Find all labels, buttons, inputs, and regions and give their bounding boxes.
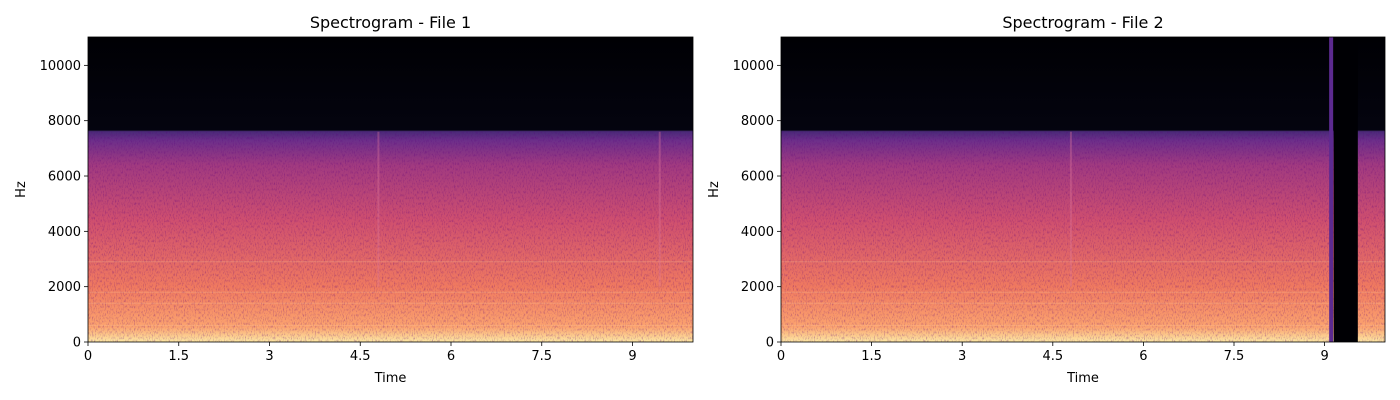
axes-frame (87, 36, 694, 343)
x-tick-label: 9 (628, 349, 636, 364)
y-tick-label: 2000 (741, 280, 774, 295)
broadband-line (1329, 37, 1334, 342)
x-tick-label: 6 (1139, 349, 1147, 364)
spectrogram-image (88, 37, 693, 342)
x-tick-label: 3 (265, 349, 273, 364)
x-tick-label: 4.5 (350, 349, 371, 364)
x-tick-label: 4.5 (1042, 349, 1063, 364)
y-tick-label: 2000 (48, 280, 81, 295)
y-tick-label: 0 (73, 336, 81, 351)
transient-mark (1069, 131, 1072, 287)
x-tick-label: 9 (1320, 349, 1328, 364)
chart-title: Spectrogram - File 2 (1002, 13, 1163, 32)
y-tick-label: 0 (766, 336, 774, 351)
x-axis-label: Time (1066, 371, 1099, 386)
axes-frame (780, 36, 1386, 343)
x-tick-label: 7.5 (531, 349, 552, 364)
y-tick-label: 10000 (40, 59, 81, 74)
y-tick-label: 6000 (48, 170, 81, 185)
x-tick-label: 0 (84, 349, 92, 364)
spectrogram-image (781, 37, 1385, 342)
y-tick-label: 8000 (48, 114, 81, 129)
spectrogram-texture (781, 131, 1385, 342)
y-tick-label: 10000 (733, 59, 774, 74)
x-axis-label: Time (374, 371, 407, 386)
spectrogram-panel-1: Spectrogram - File 1 0 1.5 3 4.5 6 7.5 9 0 2000 40… (14, 13, 694, 386)
y-tick-label: 6000 (741, 170, 774, 185)
y-tick-label: 4000 (48, 225, 81, 240)
x-tick-label: 7.5 (1224, 349, 1245, 364)
transient-mark (658, 131, 661, 287)
y-axis-label: Hz (14, 181, 29, 198)
x-tick-label: 1.5 (861, 349, 882, 364)
y-tick-label: 8000 (741, 114, 774, 129)
y-tick-label: 4000 (741, 225, 774, 240)
x-tick-label: 0 (777, 349, 785, 364)
spectrogram-texture (88, 131, 693, 342)
silent-segment (1333, 37, 1358, 342)
y-axis-label: Hz (707, 181, 722, 198)
transient-mark (377, 131, 380, 287)
spectrogram-panel-2: Spectrogram - File 2 0 1.5 3 4.5 6 7.5 9 0 2000 40… (707, 13, 1386, 386)
chart-title: Spectrogram - File 1 (310, 13, 471, 32)
x-tick-label: 3 (958, 349, 966, 364)
x-tick-label: 1.5 (168, 349, 189, 364)
x-tick-label: 6 (447, 349, 455, 364)
